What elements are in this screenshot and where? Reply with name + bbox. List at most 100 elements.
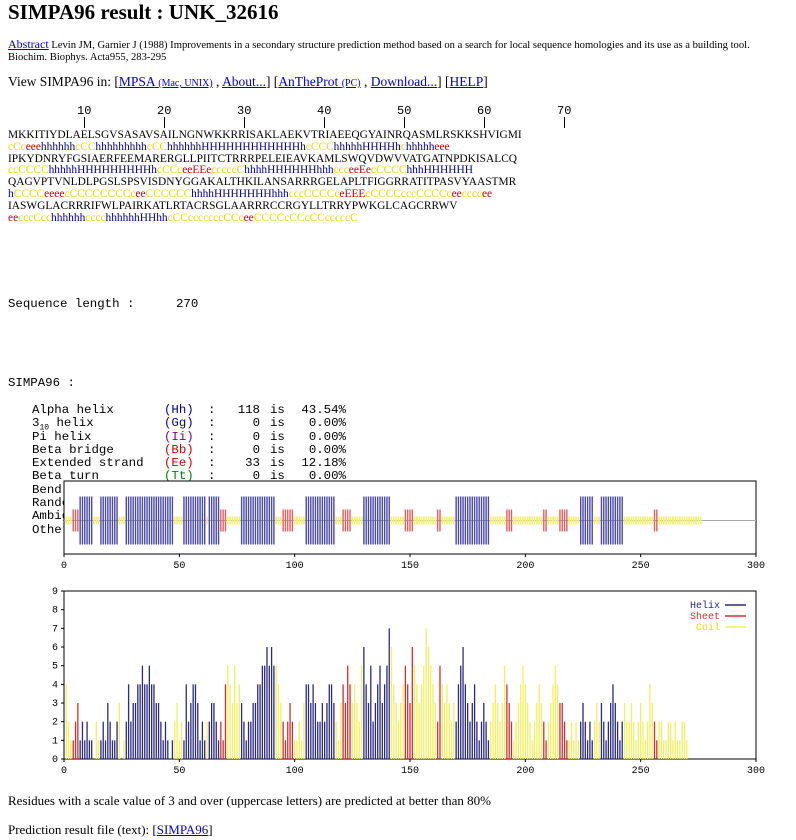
method-label: SIMPA96 : [8,376,75,391]
ruler-tick [324,117,325,128]
y-tick-label: 7 [52,624,58,635]
y-tick-label: 9 [52,587,58,598]
x-tick-label: 100 [286,766,304,777]
ruler-tick [84,117,85,128]
result-file-close: ] [208,822,213,837]
method-row: SIMPA96 : [8,377,75,391]
sequence-ruler: 10 20 30 40 50 60 70 [8,104,578,128]
stat-count: 0 [252,442,260,457]
x-tick-label: 200 [516,561,534,572]
sequence-alignment: MKKITIYDLAELSGVSASAVSAILNGNWKKRRISAKLAEK… [8,129,588,224]
legend-label: Helix [690,600,720,612]
ruler-tick [164,117,165,128]
structure-line: cCceeehhhhhhcCChhhhhhhhhcCChhhhhhHHHHHHH… [8,140,450,153]
simpa96-file-link[interactable]: SIMPA96 [156,822,209,837]
legend-label: Sheet [690,611,720,623]
stat-count: 0 [252,469,260,484]
stat-colon: : [208,442,216,457]
stat-name: Beta bridge [32,442,114,457]
structure-track-chart: 0 50 100 150 200 250 300 [61,480,765,572]
sequence-length-row: Sequence length : 270 [8,297,198,311]
stat-code: (Ii) [164,429,194,444]
sequence-line: IASWGLACRRRIFWLPAIRKATLRTACRSGLAARRRCCRG… [8,199,458,212]
ruler-tick [564,117,565,128]
stat-name: Alpha helix [32,402,114,417]
stat-count: 0 [252,416,260,431]
ruler-tick [244,117,245,128]
page-title: SIMPA96 result : UNK_32616 [8,0,279,24]
view-in-bar: View SIMPA96 in: [MPSA (Mac, UNIX) , Abo… [8,74,488,89]
stat-name: 310 helix [32,416,94,433]
sequence-line: IPKYDNRYFGSIAERFEEMARERGLLPIITCTRRRPELEI… [8,152,518,165]
stat-is: is [270,416,285,431]
y-tick-label: 4 [52,680,58,691]
stat-colon: : [208,416,216,431]
x-tick-label: 300 [747,561,765,572]
stat-row: Alpha helix (Hh): 118 is 43.54% [8,403,346,417]
structure-line: ccCCCChhhhhHHHHHHHHHhcCCceeEEecccccChhhh… [8,164,473,177]
ruler-label: 60 [477,104,492,118]
view-in-label: View SIMPA96 in: [ [8,74,119,89]
abstract: Abstract Levin JM, Garnier J (1988) Impr… [8,38,778,64]
x-tick-label: 150 [401,561,419,572]
structure-line: eecccCcchhhhhhcccchhhhhhHHhhcCCcccccccCC… [8,211,358,224]
about-link[interactable]: About... [222,74,266,89]
stat-is: is [270,442,285,457]
stat-is: is [270,429,285,444]
ruler-label: 10 [77,104,92,118]
ruler-tick [484,117,485,128]
stat-colon: : [208,456,216,471]
x-tick-label: 50 [173,766,185,777]
y-tick-label: 2 [52,718,58,729]
stat-count: 33 [245,456,260,471]
mpsa-platform: (Mac, UNIX) [158,78,213,89]
antheprot-link-label: AnTheProt [278,74,339,89]
y-tick-label: 0 [52,755,58,766]
stat-name: Beta turn [32,469,99,484]
y-tick-label: 8 [52,606,58,617]
stat-count: 0 [252,429,260,444]
ruler-tick [404,117,405,128]
sequence-length-value: 270 [176,296,199,311]
sequence-line: MKKITIYDLAELSGVSASAVSAILNGNWKKRRISAKLAEK… [8,129,522,141]
stats-spacer [8,337,38,350]
x-tick-label: 150 [401,766,419,777]
stat-percent: 0.00% [308,429,346,444]
abstract-link[interactable]: Abstract [8,37,49,51]
stat-row: 310 helix (Gg): 0 is 0.00% [8,416,346,432]
x-tick-label: 0 [61,766,67,777]
x-tick-label: 200 [516,766,534,777]
structure-line: hCCCCeeeecCCCCCCCCceeCCCCCChhhhHHHHHHHhh… [8,187,493,200]
stat-code: (Ee) [164,456,194,471]
ruler-label: 20 [157,104,172,118]
x-tick-label: 50 [173,561,185,572]
x-tick-label: 250 [632,766,650,777]
stat-percent: 0.00% [308,469,346,484]
y-tick-label: 6 [52,643,58,654]
x-tick-label: 300 [747,766,765,777]
sequence-length-label: Sequence length : [8,296,135,311]
x-tick-label: 100 [286,561,304,572]
stat-is: is [270,469,285,484]
stat-row: Pi helix (Ii): 0 is 0.00% [8,430,346,444]
download-link[interactable]: Download... [370,74,438,89]
sequence-line: QAGVPTVNLDLPGSLSPSVISDNYGGAKALTHKILANSAR… [8,176,517,189]
legend-label: Coil [696,622,720,634]
help-link[interactable]: HELP [449,74,484,89]
x-tick-label: 0 [61,561,67,572]
mpsa-link[interactable]: MPSA (Mac, UNIX) [119,74,213,89]
y-tick-label: 1 [52,736,58,747]
footnote: Residues with a scale value of 3 and ove… [8,793,491,808]
stat-is: is [270,402,285,417]
stat-percent: 12.18% [301,456,346,471]
result-file-label: Prediction result file (text): [ [8,822,157,837]
antheprot-link[interactable]: AnTheProt (PC) [278,74,360,89]
x-tick-label: 250 [632,561,650,572]
abstract-citation: Levin JM, Garnier J (1988) Improvements … [8,40,750,63]
stat-row: Beta turn (Tt): 0 is 0.00% [8,470,346,484]
stat-colon: : [208,402,216,417]
result-file: Prediction result file (text): [SIMPA96] [8,822,213,838]
stat-row: Beta bridge (Bb): 0 is 0.00% [8,443,346,457]
antheprot-platform: (PC) [341,78,361,89]
stat-percent: 43.54% [301,402,346,417]
